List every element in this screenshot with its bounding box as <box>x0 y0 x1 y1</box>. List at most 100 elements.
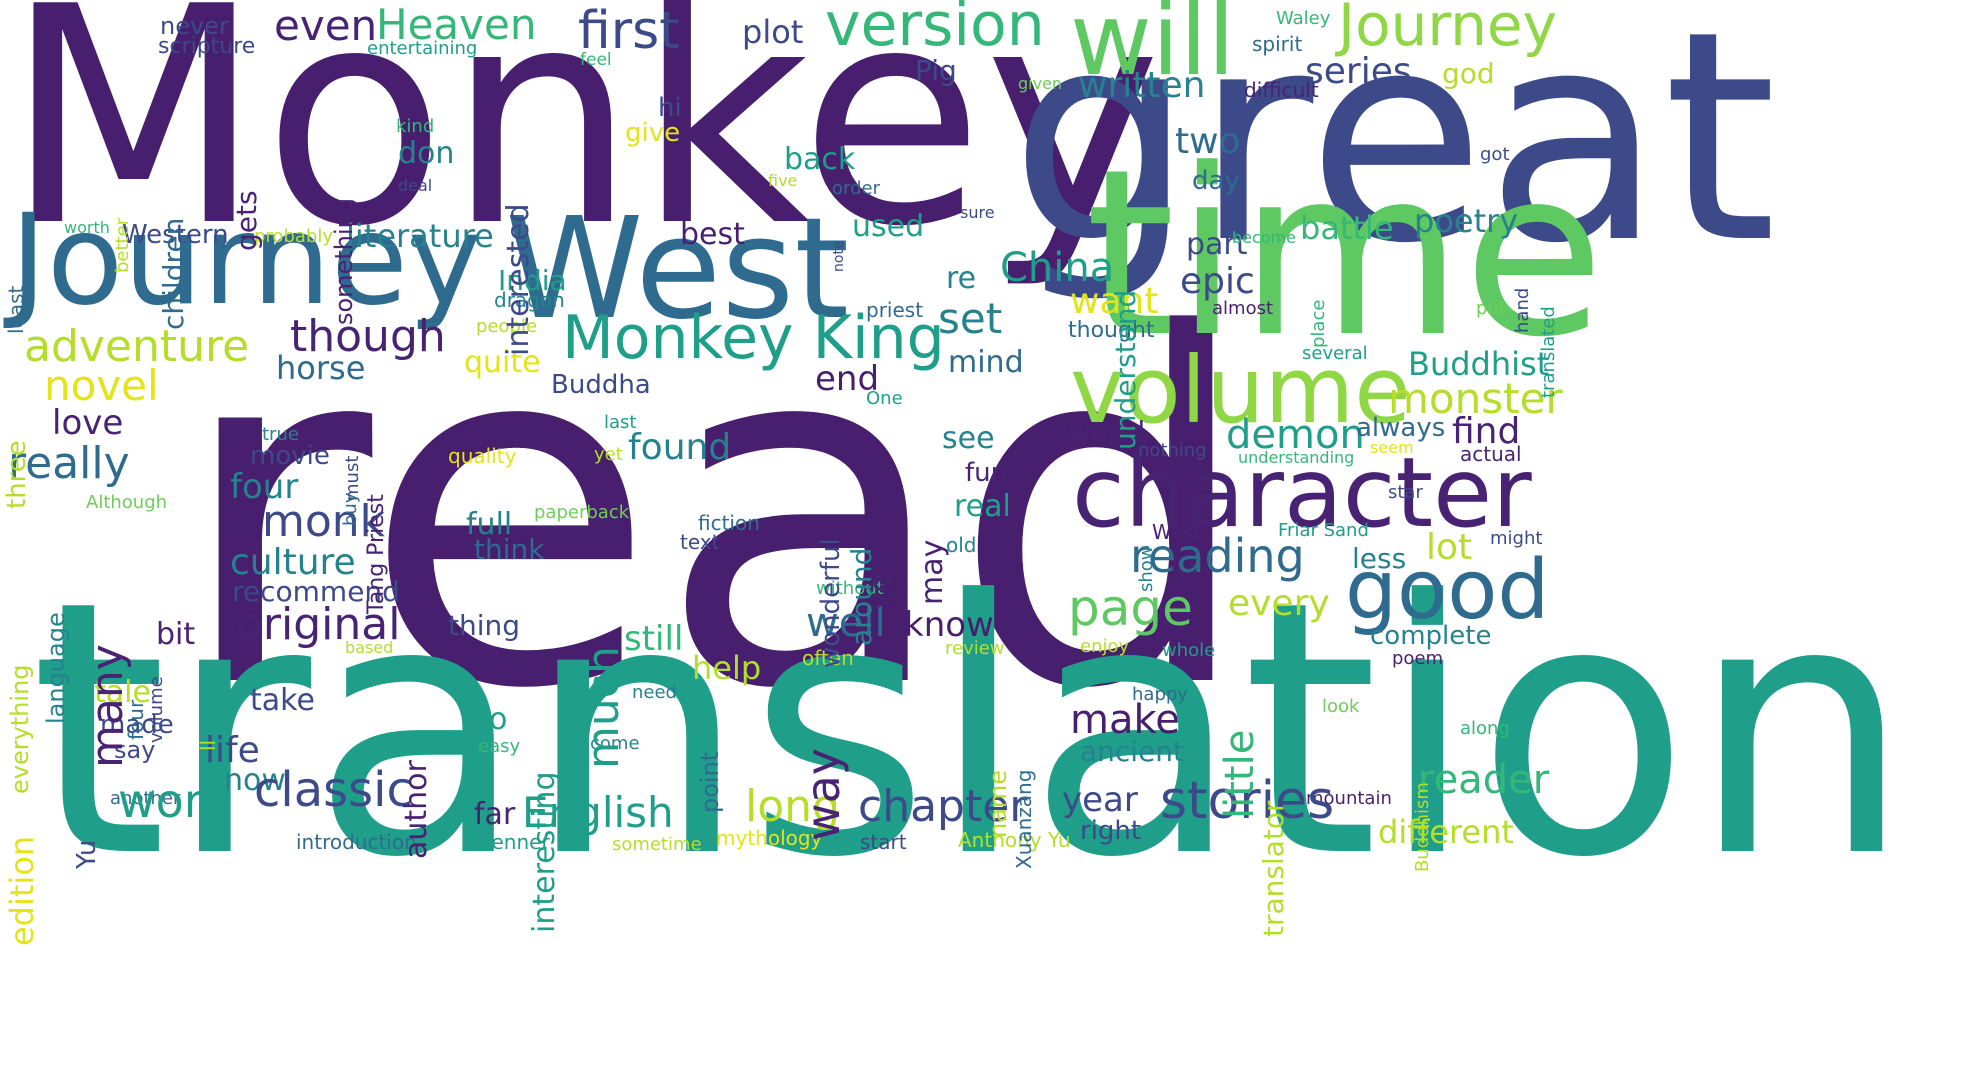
word-put: put <box>1476 298 1506 319</box>
word-language: language <box>42 612 70 724</box>
word-priest: priest <box>866 298 924 322</box>
word-end: end <box>815 359 880 399</box>
word-understand: understand <box>1109 289 1142 450</box>
word-never: never <box>160 12 229 40</box>
word-another: another <box>110 788 181 809</box>
word-good: good <box>1345 543 1550 638</box>
word-read: read <box>175 235 1256 794</box>
word-almost: almost <box>1212 298 1274 319</box>
word-four: four <box>230 467 299 507</box>
word-life: life <box>205 730 260 771</box>
word-interesting: interesting <box>527 771 562 933</box>
word-buddhist: Buddhist <box>1408 345 1550 383</box>
word-lot: lot <box>1426 527 1473 568</box>
word-deal: deal <box>398 176 433 195</box>
word-found: found <box>628 427 732 468</box>
word-sure: sure <box>960 203 995 222</box>
word-movie: movie <box>250 441 330 471</box>
word-scripture: scripture <box>158 34 256 59</box>
word-monk: monk <box>262 496 386 547</box>
word-will: will <box>1070 0 1236 98</box>
word-mind: mind <box>948 345 1024 380</box>
word-thought: thought <box>1068 318 1155 343</box>
word-come: come <box>590 733 640 754</box>
word-fun: fun <box>965 458 1008 488</box>
word-wonderful: wonderful <box>816 538 846 668</box>
word-paperback: paperback <box>534 502 630 523</box>
word-chapter: chapter <box>858 781 1028 832</box>
word-classic: classic <box>254 762 413 818</box>
word-god: god <box>1442 57 1495 90</box>
word-mythology: mythology <box>716 826 823 850</box>
word-point: point <box>696 751 724 813</box>
word-heaven: Heaven <box>376 0 537 49</box>
word-happy: happy <box>1132 684 1188 705</box>
word-something: something <box>330 197 358 325</box>
word-last: last <box>604 412 637 433</box>
word-find: find <box>1452 411 1521 452</box>
word-buy: buy <box>340 492 361 527</box>
word-based: based <box>345 638 394 657</box>
word-tang-priest: Tang Priest <box>364 494 389 614</box>
word-real: real <box>954 489 1011 524</box>
word-show: show <box>1136 545 1157 592</box>
word-west-small: West <box>1152 520 1202 544</box>
word-kind: kind <box>396 116 435 137</box>
word-quality: quality <box>448 444 517 468</box>
word-think: think <box>474 533 545 566</box>
word-actual: actual <box>1460 442 1522 466</box>
word-xuanzang: Xuanzang <box>1012 769 1036 869</box>
word-everything: everything <box>6 664 34 794</box>
word-page: page <box>1068 579 1193 637</box>
word-now: now <box>224 763 286 798</box>
word-pig: Pig <box>915 54 957 87</box>
word-thing: thing <box>448 609 521 642</box>
word-long: long <box>745 781 840 832</box>
word-spirit: spirit <box>1252 32 1303 56</box>
word-gets: gets <box>230 190 263 251</box>
word-hi: hi <box>658 93 682 123</box>
word-difficult: difficult <box>1244 78 1319 102</box>
word-entertaining: entertaining <box>367 38 478 59</box>
word-right: right <box>1080 816 1142 846</box>
word-china: China <box>1000 245 1115 291</box>
word-enjoy: enjoy <box>1080 636 1130 657</box>
word-five: five <box>768 171 798 190</box>
word-india: India <box>498 264 567 297</box>
word-time: time <box>1085 121 1605 388</box>
word-monster: monster <box>1388 374 1563 423</box>
word-literature: literature <box>346 217 494 255</box>
word-might: might <box>1490 528 1543 549</box>
word-best: best <box>680 217 745 252</box>
word-people: people <box>476 316 538 337</box>
word-poem: poem <box>1392 648 1444 669</box>
word-mountain: mountain <box>1306 788 1392 809</box>
word-got: got <box>1480 144 1510 165</box>
word-seem: seem <box>1370 438 1414 457</box>
word-may: may <box>915 539 950 605</box>
word-waley: Waley <box>1276 8 1331 29</box>
word-different: different <box>1378 813 1514 851</box>
word-reader: reader <box>1418 757 1550 803</box>
word-plot: plot <box>742 13 804 51</box>
word-epic: epic <box>1180 261 1255 302</box>
word-give: give <box>625 118 681 148</box>
word-order: order <box>832 178 880 199</box>
word-recommend: recommend <box>232 575 400 608</box>
word-one: One <box>866 388 903 409</box>
word-part: part <box>1186 227 1248 262</box>
word-probably: probably <box>254 226 333 247</box>
word-children: children <box>157 217 190 330</box>
word-better: better <box>112 217 133 273</box>
word-quite: quite <box>464 345 541 380</box>
word-understanding: understanding <box>1238 448 1355 467</box>
word-dragon: dragon <box>494 288 565 312</box>
word-original: original <box>236 599 401 650</box>
word-translation: translation <box>30 526 1912 934</box>
word-demon: demon <box>1226 412 1365 458</box>
word-little: little <box>1217 729 1263 819</box>
word-take: take <box>250 683 315 718</box>
word-introduction: introduction <box>296 830 417 854</box>
word-always: always <box>1356 413 1446 443</box>
word-least: least <box>4 285 28 334</box>
